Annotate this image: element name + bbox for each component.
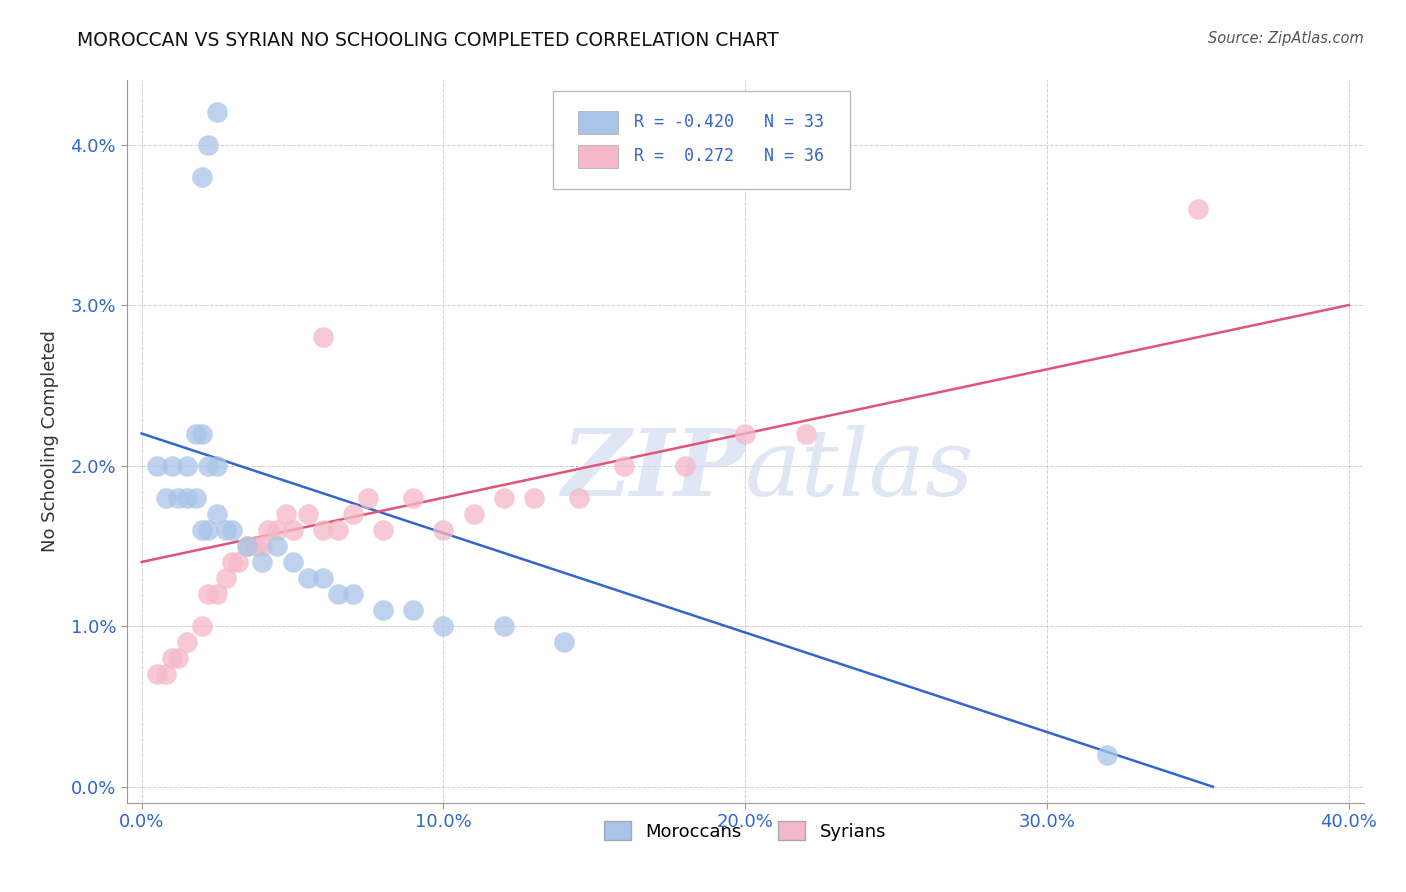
Point (312, 571, 335, 585)
Point (492, 619, 515, 633)
Point (281, 555, 304, 569)
Point (252, 555, 274, 569)
Point (326, 523, 349, 537)
Point (266, 523, 288, 537)
Point (432, 619, 454, 633)
Text: ZIP: ZIP (561, 425, 745, 516)
Point (1097, 747, 1119, 762)
Point (312, 523, 335, 537)
Point (342, 507, 364, 521)
Point (160, 651, 183, 665)
Point (155, 667, 177, 681)
FancyBboxPatch shape (578, 145, 617, 168)
Y-axis label: No Schooling Completed: No Schooling Completed (41, 331, 59, 552)
Point (371, 603, 394, 617)
Point (197, 587, 219, 601)
Point (215, 571, 238, 585)
Point (145, 458, 167, 473)
Point (252, 539, 274, 553)
Point (155, 491, 177, 505)
Point (276, 507, 298, 521)
Point (236, 539, 259, 553)
Point (357, 491, 380, 505)
Point (205, 458, 228, 473)
Point (226, 555, 249, 569)
Point (205, 587, 228, 601)
Point (553, 635, 575, 649)
Point (463, 507, 485, 521)
Point (568, 491, 591, 505)
Point (166, 491, 188, 505)
Point (794, 426, 817, 441)
Text: Source: ZipAtlas.com: Source: ZipAtlas.com (1208, 31, 1364, 46)
Point (402, 491, 425, 505)
Point (1187, 202, 1209, 216)
Point (221, 555, 243, 569)
Point (281, 523, 304, 537)
Point (297, 571, 319, 585)
Point (673, 458, 696, 473)
Point (176, 635, 198, 649)
Text: R = -0.420   N = 33: R = -0.420 N = 33 (634, 113, 824, 131)
Point (160, 458, 183, 473)
Point (266, 539, 288, 553)
Text: atlas: atlas (745, 425, 974, 516)
Point (342, 587, 364, 601)
Point (191, 523, 214, 537)
Point (734, 426, 756, 441)
Point (215, 523, 238, 537)
Point (145, 667, 167, 681)
Point (205, 507, 228, 521)
Point (221, 523, 243, 537)
Point (205, 105, 228, 120)
Point (184, 426, 207, 441)
Point (197, 137, 219, 152)
Point (312, 330, 335, 344)
Point (236, 539, 259, 553)
Text: MOROCCAN VS SYRIAN NO SCHOOLING COMPLETED CORRELATION CHART: MOROCCAN VS SYRIAN NO SCHOOLING COMPLETE… (77, 31, 779, 50)
Point (523, 491, 546, 505)
Point (176, 491, 198, 505)
Point (297, 507, 319, 521)
Point (245, 539, 267, 553)
Point (176, 458, 198, 473)
Point (197, 458, 219, 473)
Legend: Moroccans, Syrians: Moroccans, Syrians (598, 814, 893, 848)
Point (326, 587, 349, 601)
Point (492, 491, 515, 505)
Point (402, 603, 425, 617)
Point (191, 619, 214, 633)
Point (197, 523, 219, 537)
Point (371, 523, 394, 537)
Point (257, 523, 280, 537)
Point (191, 169, 214, 184)
Point (613, 458, 636, 473)
Point (432, 523, 454, 537)
Point (191, 426, 214, 441)
FancyBboxPatch shape (554, 91, 851, 189)
Point (184, 491, 207, 505)
Text: R =  0.272   N = 36: R = 0.272 N = 36 (634, 147, 824, 165)
FancyBboxPatch shape (578, 111, 617, 134)
Point (166, 651, 188, 665)
